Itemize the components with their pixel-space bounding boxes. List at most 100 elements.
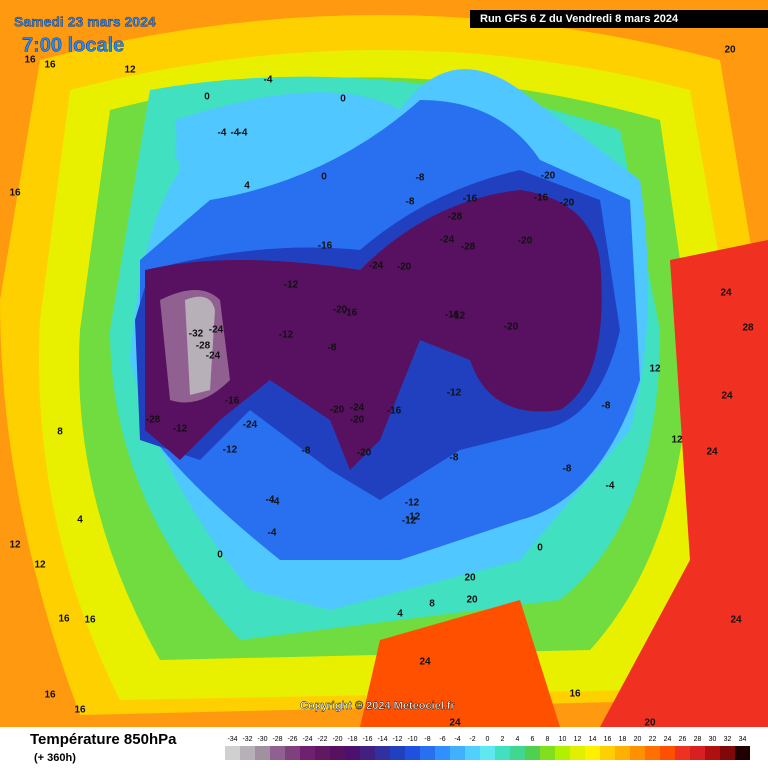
contour-label: 12 xyxy=(124,65,136,76)
contour-label: -8 xyxy=(450,453,459,464)
colorbar-label: -18 xyxy=(347,736,357,743)
contour-label: -12 xyxy=(284,280,299,291)
colorbar-swatch xyxy=(420,746,435,760)
contour-label: 4 xyxy=(397,609,403,620)
contour-label: -16 xyxy=(463,194,478,205)
contour-label: 12 xyxy=(9,540,21,551)
colorbar-label: 16 xyxy=(604,736,612,743)
colorbar-label: 14 xyxy=(589,736,597,743)
contour-label: 24 xyxy=(730,615,742,626)
contour-label: -4 xyxy=(266,495,275,506)
colorbar-swatch xyxy=(630,746,645,760)
colorbar-swatch xyxy=(300,746,315,760)
run-banner xyxy=(470,10,768,28)
contour-label: -8 xyxy=(602,401,611,412)
contour-label: 16 xyxy=(58,614,70,625)
contour-label: 4 xyxy=(77,515,83,526)
colorbar-label: -26 xyxy=(287,736,297,743)
contour-label: -12 xyxy=(447,388,462,399)
colorbar-label: -6 xyxy=(439,736,445,743)
contour-label: 12 xyxy=(34,560,46,571)
colorbar-swatch xyxy=(675,746,690,760)
colorbar-swatch xyxy=(465,746,480,760)
colorbar-swatch xyxy=(720,746,735,760)
contour-label: -4 xyxy=(268,528,277,539)
contour-label: 24 xyxy=(419,657,431,668)
contour-label: -12 xyxy=(402,516,417,527)
colorbar-swatch xyxy=(735,746,750,760)
colorbar-swatch xyxy=(555,746,570,760)
colorbar-label: 12 xyxy=(574,736,582,743)
contour-label: -16 xyxy=(445,310,460,321)
contour-label: -24 xyxy=(209,325,224,336)
colorbar-label: -20 xyxy=(332,736,342,743)
contour-label: -4 xyxy=(606,481,615,492)
colorbar-label: 0 xyxy=(486,736,490,743)
colorbar-swatch xyxy=(495,746,510,760)
colorbar-swatch xyxy=(660,746,675,760)
colorbar-label: -28 xyxy=(272,736,282,743)
colorbar-label: -32 xyxy=(242,736,252,743)
colorbar-swatch xyxy=(345,746,360,760)
contour-label: -4 xyxy=(239,128,248,139)
contour-label: 28 xyxy=(742,323,754,334)
colorbar-swatch xyxy=(480,746,495,760)
contour-label: -12 xyxy=(279,330,294,341)
contour-label: -12 xyxy=(173,424,188,435)
contour-label: -16 xyxy=(343,308,358,319)
contour-label: -8 xyxy=(328,343,337,354)
colorbar-swatch xyxy=(375,746,390,760)
contour-label: -12 xyxy=(223,445,238,456)
colorbar-swatch xyxy=(435,746,450,760)
contour-label: -28 xyxy=(146,415,161,426)
map-fields xyxy=(0,0,768,727)
colorbar-swatch xyxy=(225,746,240,760)
colorbar-swatch xyxy=(525,746,540,760)
contour-label: -4 xyxy=(218,128,227,139)
contour-label: -16 xyxy=(225,396,240,407)
colorbar: -34 -32 -30 -28 -26 -24 -22 -20 -18 -16 -14 -12 -10-… xyxy=(225,736,750,760)
contour-label: 16 xyxy=(84,615,96,626)
colorbar-swatch xyxy=(540,746,555,760)
contour-label: 16 xyxy=(44,60,56,71)
contour-label: -20 xyxy=(541,171,556,182)
colorbar-label: -16 xyxy=(362,736,372,743)
contour-label: -8 xyxy=(406,197,415,208)
colorbar-swatch xyxy=(255,746,270,760)
colorbar-swatch xyxy=(645,746,660,760)
colorbar-label: 34 xyxy=(739,736,747,743)
contour-label: -20 xyxy=(350,415,365,426)
colorbar-swatch xyxy=(705,746,720,760)
contour-label: -24 xyxy=(350,403,365,414)
colorbar-swatch xyxy=(585,746,600,760)
contour-label: -16 xyxy=(318,241,333,252)
contour-label: -16 xyxy=(387,406,402,417)
colorbar-label: 10 xyxy=(559,736,567,743)
contour-label: 24 xyxy=(706,447,718,458)
colorbar-swatch xyxy=(450,746,465,760)
contour-label: -32 xyxy=(189,329,204,340)
contour-label: 0 xyxy=(340,94,346,105)
colorbar-label: -12 xyxy=(392,736,402,743)
contour-label: 20 xyxy=(724,45,736,56)
contour-label: -28 xyxy=(196,341,211,352)
contour-label: -8 xyxy=(416,173,425,184)
contour-label: 20 xyxy=(464,573,476,584)
colorbar-swatch xyxy=(315,746,330,760)
colorbar-swatch xyxy=(285,746,300,760)
contour-label: 0 xyxy=(217,550,223,561)
contour-label: -20 xyxy=(357,448,372,459)
colorbar-swatch xyxy=(330,746,345,760)
colorbar-label: 4 xyxy=(516,736,520,743)
contour-label: 16 xyxy=(44,690,56,701)
colorbar-label: 6 xyxy=(531,736,535,743)
contour-label: 24 xyxy=(720,288,732,299)
contour-label: -28 xyxy=(461,242,476,253)
contour-label: -12 xyxy=(451,311,466,322)
colorbar-swatch xyxy=(510,746,525,760)
contour-label: -20 xyxy=(518,236,533,247)
copyright: Copyright © 2024 Meteociel.fr xyxy=(300,700,456,712)
contour-label: 20 xyxy=(466,595,478,606)
